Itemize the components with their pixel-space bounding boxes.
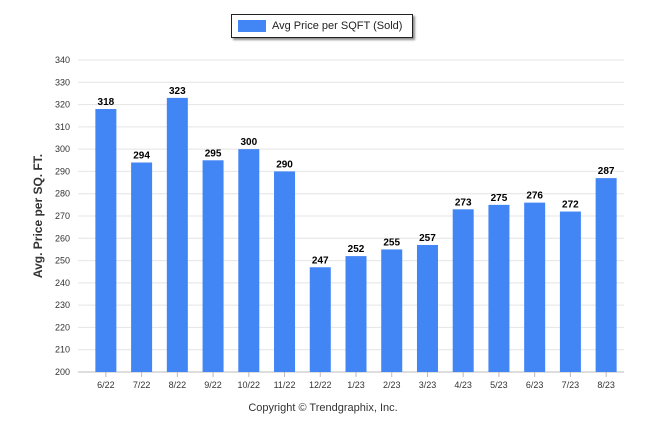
x-tick-label: 5/23	[490, 380, 508, 390]
bar	[345, 256, 367, 372]
bar	[95, 109, 117, 373]
y-tick-label: 230	[55, 300, 70, 310]
x-tick-label: 11/22	[274, 380, 296, 390]
data-label: 247	[312, 255, 329, 266]
data-label: 318	[98, 97, 115, 108]
data-label: 272	[562, 200, 579, 211]
data-label: 300	[240, 137, 257, 148]
y-tick-label: 280	[55, 189, 70, 199]
x-tick-label: 4/23	[454, 380, 472, 390]
x-tick-label: 8/23	[597, 380, 615, 390]
bar	[524, 202, 546, 372]
y-tick-label: 210	[55, 345, 70, 355]
y-tick-label: 330	[55, 77, 70, 87]
x-tick-label: 8/22	[169, 380, 187, 390]
bar	[381, 249, 403, 372]
y-tick-label: 220	[55, 322, 70, 332]
y-tick-label: 270	[55, 211, 70, 221]
data-label: 290	[276, 159, 293, 170]
y-tick-label: 200	[55, 367, 70, 377]
x-tick-label: 12/22	[309, 380, 332, 390]
bar	[274, 171, 296, 372]
bar	[416, 244, 438, 372]
bar	[238, 149, 260, 372]
data-label: 323	[169, 86, 186, 97]
data-label: 295	[205, 148, 222, 159]
x-tick-label: 2/23	[383, 380, 401, 390]
x-tick-label: 9/22	[204, 380, 222, 390]
data-label: 294	[133, 151, 150, 162]
legend-label: Avg Price per SQFT (Sold)	[272, 20, 403, 32]
x-tick-label: 6/22	[97, 380, 115, 390]
y-tick-label: 340	[55, 55, 70, 65]
bar	[559, 211, 581, 372]
y-tick-label: 290	[55, 166, 70, 176]
y-axis-title: Avg. Price per SQ. FT.	[31, 154, 45, 278]
x-tick-label: 7/22	[133, 380, 151, 390]
bar	[131, 162, 153, 372]
bar	[202, 160, 224, 372]
bar	[166, 97, 188, 372]
legend-swatch	[238, 20, 266, 32]
y-tick-label: 300	[55, 144, 70, 154]
x-tick-label: 6/23	[526, 380, 544, 390]
copyright-text: Copyright © Trendgraphix, Inc.	[248, 402, 398, 414]
y-tick-label: 320	[55, 100, 70, 110]
bar	[309, 267, 331, 372]
data-label: 273	[455, 197, 472, 208]
y-tick-label: 260	[55, 233, 70, 243]
chart-legend: Avg Price per SQFT (Sold)	[231, 14, 413, 38]
bar	[452, 209, 474, 372]
data-label: 275	[491, 193, 508, 204]
x-tick-label: 3/23	[419, 380, 437, 390]
x-tick-label: 7/23	[562, 380, 580, 390]
data-label: 252	[348, 244, 365, 255]
data-label: 255	[383, 237, 400, 248]
x-tick-label: 1/23	[347, 380, 365, 390]
data-label: 257	[419, 233, 436, 244]
data-label: 276	[526, 191, 543, 202]
data-label: 287	[598, 166, 615, 177]
bar	[595, 178, 617, 372]
y-tick-label: 240	[55, 278, 70, 288]
bar	[488, 204, 510, 372]
y-tick-label: 250	[55, 256, 70, 266]
y-tick-label: 310	[55, 122, 70, 132]
x-tick-label: 10/22	[238, 380, 261, 390]
